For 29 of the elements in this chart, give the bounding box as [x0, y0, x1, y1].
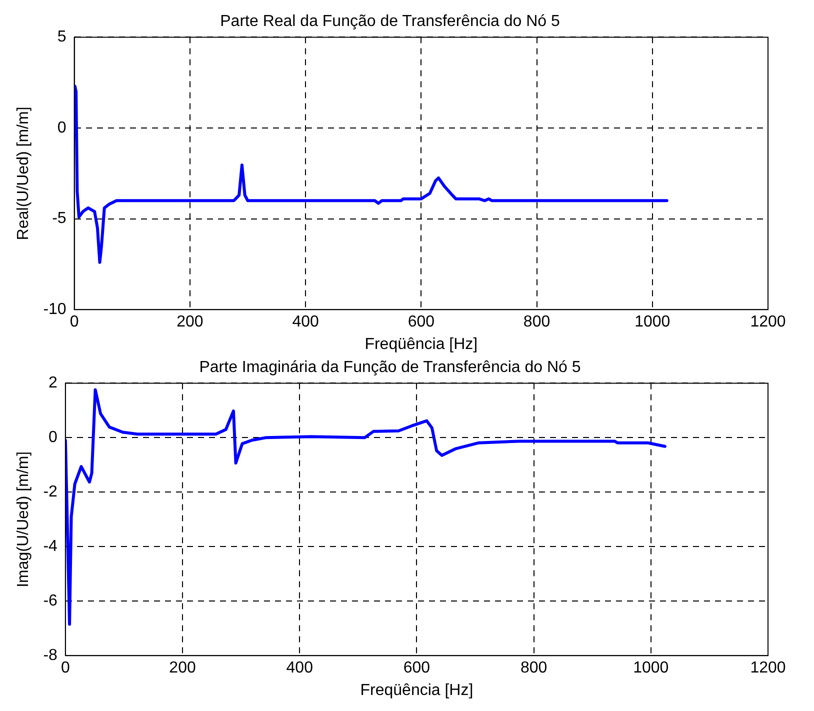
x-tick-label: 400 [286, 660, 314, 677]
y-tick-label: -4 [43, 538, 58, 556]
x-tick-label: 1200 [750, 660, 786, 677]
x-tick-label: 200 [176, 314, 204, 331]
y-tick-label: 0 [48, 429, 58, 446]
y-tick-label: 0 [57, 119, 66, 136]
x-tick-label: 1200 [750, 314, 786, 331]
x-tick-label: 600 [403, 660, 430, 677]
x-tick-label: 800 [520, 660, 548, 677]
x-tick-label: 600 [408, 314, 435, 331]
y-tick-label: -6 [43, 592, 58, 610]
x-tick-label: 400 [292, 314, 319, 331]
x-tick-label: 0 [70, 314, 79, 331]
x-tick-label: 1000 [634, 314, 670, 331]
x-tick-label: 800 [523, 314, 550, 331]
y-tick-label: 2 [48, 374, 58, 392]
x-axis-title: Freqüência [Hz] [364, 336, 478, 353]
x-tick-label: 1000 [633, 660, 669, 677]
chart-title: Parte Imaginária da Função de Transferência do Nó 5 [199, 359, 581, 376]
chart-title: Parte Real da Função de Transferência do Nó 5 [220, 13, 560, 30]
y-tick-label: -2 [43, 484, 58, 501]
y-tick-label: -5 [52, 210, 66, 228]
x-tick-label: 200 [169, 660, 196, 677]
y-tick-label: -10 [43, 301, 66, 318]
x-axis-title: Freqüência [Hz] [360, 682, 474, 699]
y-axis-title: Real(U/Ued) [m/m] [15, 106, 32, 240]
y-axis-title: Imag(U/Ued) [m/m] [15, 451, 32, 588]
y-tick-label: 5 [57, 28, 66, 46]
y-tick-label: -8 [43, 647, 58, 664]
